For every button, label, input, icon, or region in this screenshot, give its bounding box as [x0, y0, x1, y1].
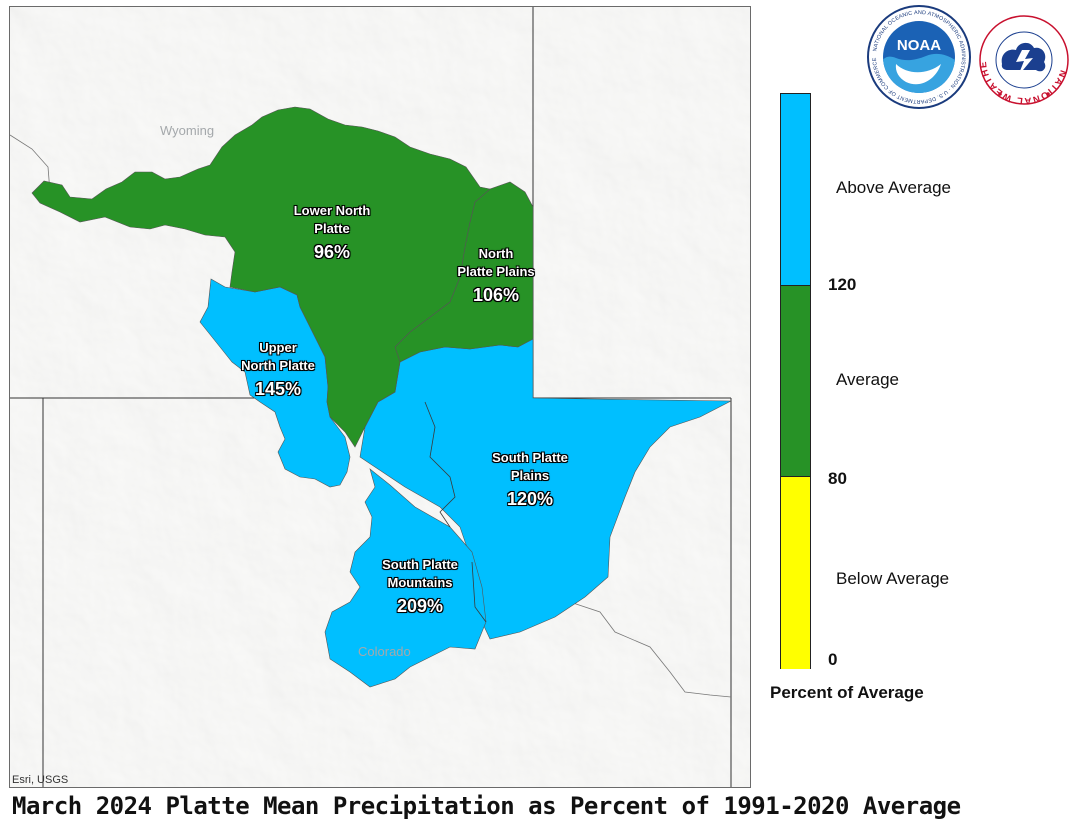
- legend-tick-80: 80: [828, 469, 847, 488]
- legend-tick-120: 120: [828, 275, 857, 294]
- basin-name-line1: South Platte: [382, 557, 458, 572]
- legend-swatch-average: [781, 285, 810, 477]
- legend-tick-0: 0: [828, 650, 838, 669]
- legend-color-bar: [780, 93, 811, 669]
- river-line: [10, 134, 51, 193]
- river-line: [569, 601, 732, 698]
- nws-logo: NATIONAL WEATHER SERVICE: [978, 4, 1069, 106]
- subbasin-boundary: [424, 401, 456, 528]
- map-panel[interactable]: Wyoming Colorado Lower North Platte 96% …: [9, 6, 751, 788]
- basin-lower-north-platte: [31, 106, 491, 448]
- noaa-logo: NATIONAL OCEANIC AND ATMOSPHERIC ADMINIS…: [867, 5, 971, 109]
- legend-swatch-above-average: [781, 94, 810, 285]
- basin-percent: 145%: [254, 379, 302, 400]
- basin-label-south-platte-mountains[interactable]: South Platte Mountains 209%: [360, 556, 480, 620]
- basin-name-line2: North Platte: [241, 358, 315, 374]
- basin-name-line2: Platte Plains: [457, 264, 535, 280]
- basin-name-line2: Mountains: [387, 575, 453, 591]
- basin-name-line1: North: [478, 246, 514, 261]
- page-title: March 2024 Platte Mean Precipitation as …: [12, 792, 961, 820]
- basin-label-lower-north-platte[interactable]: Lower North Platte 96%: [272, 202, 392, 266]
- basin-label-north-platte-plains[interactable]: North Platte Plains 106%: [442, 245, 550, 309]
- basin-percent: 106%: [472, 285, 520, 306]
- state-label-wyoming: Wyoming: [160, 123, 215, 138]
- basin-label-upper-north-platte[interactable]: Upper North Platte 145%: [224, 339, 332, 403]
- legend-title: Percent of Average: [770, 683, 924, 702]
- basin-name-line2: Platte: [314, 221, 350, 237]
- basin-name-line1: Lower North: [293, 203, 371, 218]
- basin-name-line1: Upper: [259, 340, 297, 355]
- subbasin-boundary: [471, 561, 487, 623]
- basin-name-line2: Plains: [510, 468, 550, 484]
- basin-percent: 96%: [313, 242, 351, 263]
- basin-percent: 120%: [506, 489, 554, 510]
- legend-label-above-average: Above Average: [836, 178, 951, 197]
- legend-swatch-below-average: [781, 476, 810, 669]
- legend-label-average: Average: [836, 370, 900, 389]
- legend-label-below-average: Below Average: [836, 569, 950, 588]
- basins: [31, 106, 732, 688]
- basin-south-platte-mountains: [324, 468, 487, 688]
- noaa-wordmark: NOAA: [897, 37, 941, 54]
- basin-label-south-platte-plains[interactable]: South Platte Plains 120%: [470, 449, 590, 513]
- map-attribution: Esri, USGS: [12, 774, 69, 786]
- basin-percent: 209%: [396, 596, 444, 617]
- basin-name-line1: South Platte: [492, 450, 568, 465]
- map-canvas: [10, 7, 750, 787]
- state-label-colorado: Colorado: [358, 644, 411, 659]
